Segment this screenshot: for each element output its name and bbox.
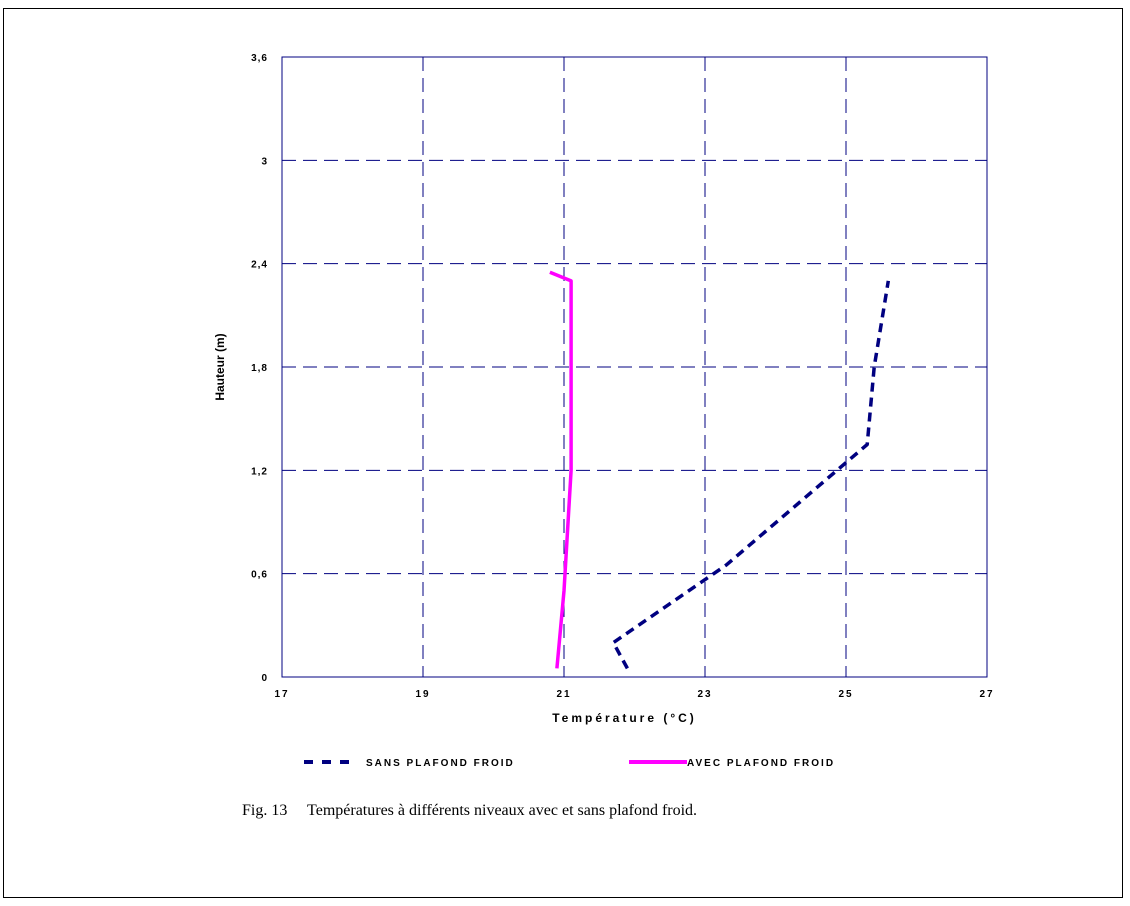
y-tick-label: 1,8	[251, 363, 268, 374]
series-layer	[549, 270, 891, 670]
x-tick-label: 23	[697, 689, 712, 700]
x-tick-label: 19	[415, 689, 430, 700]
legend-label-2: AVEC PLAFOND FROID	[687, 758, 835, 769]
y-tick-label: 0	[261, 673, 268, 684]
x-tick-label: 21	[556, 689, 571, 700]
figure-caption: Fig. 13 Températures à différents niveau…	[242, 802, 698, 819]
y-tick-label: 0,6	[251, 570, 268, 581]
y-tick-label: 1,2	[251, 466, 268, 477]
tick-labels: 17 19 21 23 25 27 0 0,6 1,2 1,8 2,4 3 3,6	[251, 53, 994, 700]
x-tick-label: 17	[274, 689, 289, 700]
legend-label-1: SANS PLAFOND FROID	[366, 758, 515, 769]
y-tick-label: 2,4	[251, 260, 268, 271]
series-line-1	[611, 280, 891, 670]
x-tick-label: 27	[979, 689, 994, 700]
y-axis-title: Hauteur (m)	[213, 333, 227, 400]
x-tick-label: 25	[838, 689, 853, 700]
y-tick-label: 3	[261, 156, 268, 167]
x-axis-title: Température (°C)	[552, 711, 697, 725]
temperature-height-chart: 17 19 21 23 25 27 0 0,6 1,2 1,8 2,4 3 3,6 Températur…	[213, 53, 994, 769]
y-tick-label: 3,6	[251, 53, 268, 64]
legend: SANS PLAFOND FROID AVEC PLAFOND FROID	[304, 758, 835, 769]
figure-frame: 17 19 21 23 25 27 0 0,6 1,2 1,8 2,4 3 3,6 Températur…	[3, 8, 1123, 898]
grid	[282, 57, 987, 677]
plot-area-border	[281, 56, 988, 678]
series-line-2	[549, 270, 573, 669]
